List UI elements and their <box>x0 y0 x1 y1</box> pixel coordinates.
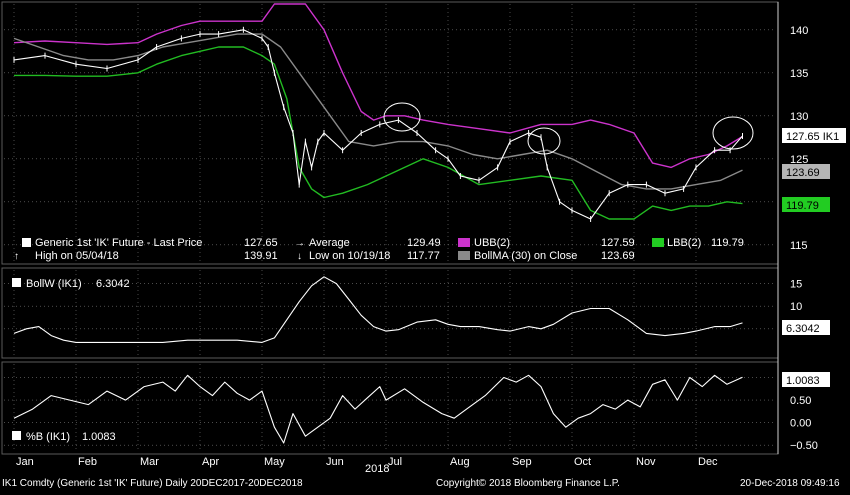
price-tags: 127.65 IK1 123.69 119.79 6.3042 1.0083 <box>782 128 846 387</box>
percent-b-legend: %B (IK1) 1.0083 <box>12 431 116 443</box>
legend-ubb-label: UBB(2) <box>474 237 510 249</box>
lbb-swatch <box>652 238 664 247</box>
last-price-tag: 127.65 IK1 <box>786 131 839 143</box>
x-tick-labels: Jan Feb Mar Apr May Jun Jul Aug Sep Oct Nov Dec <box>16 456 718 468</box>
legend-percent-b-label: %B (IK1) <box>26 431 70 443</box>
legend-lbb-label: LBB(2) <box>667 237 701 249</box>
data-lines <box>13 26 743 444</box>
legend-last-price-value: 127.65 <box>244 237 278 249</box>
legend-average-value: 129.49 <box>407 237 441 249</box>
last-price-swatch <box>22 238 31 247</box>
legend-percent-b-value: 1.0083 <box>82 431 116 443</box>
percent_b-y-tick: −0.50 <box>790 440 818 452</box>
price-panel-frame <box>1 1 779 265</box>
legend-bollma-label: BollMA (30) on Close <box>474 250 577 262</box>
highlight-circle-jul <box>383 102 421 132</box>
percent_b-y-tick: 0.00 <box>790 418 811 430</box>
footer-copyright: Copyright© 2018 Bloomberg Finance L.P. <box>436 478 620 489</box>
legend-lbb-value: 119.79 <box>711 237 744 249</box>
x-tick-sep: Sep <box>512 456 532 468</box>
price-y-tick: 140 <box>790 25 808 37</box>
x-tick-nov: Nov <box>636 456 656 468</box>
percent-b-tag-bg <box>782 372 830 387</box>
price-y-tick: 125 <box>790 154 808 166</box>
legend-average-label: Average <box>309 237 350 249</box>
high-marker-icon: ↑ <box>14 251 19 262</box>
bollinger-bands <box>13 3 743 220</box>
percent-b-panel-frame <box>1 361 779 455</box>
last-price-tag-bg <box>782 128 846 143</box>
panel-frames <box>1 1 779 455</box>
legend-bollma-value: 123.69 <box>601 250 635 262</box>
bollw-legend: BollW (IK1) 6.3042 <box>12 278 130 290</box>
gridlines <box>4 4 776 452</box>
x-tick-may: May <box>264 456 285 468</box>
series-line-bollma <box>13 33 743 190</box>
footer: IK1 Comdty (Generic 1st 'IK' Future) Dai… <box>2 478 840 489</box>
x-tick-mar: Mar <box>140 456 159 468</box>
x-tick-jul: Jul <box>388 456 402 468</box>
low-marker-icon: ↓ <box>297 251 302 262</box>
x-tick-aug: Aug <box>450 456 470 468</box>
footer-timestamp: 20-Dec-2018 09:49:16 <box>740 478 840 489</box>
lbb-tag-bg <box>782 197 830 212</box>
percent_b-y-tick: 0.50 <box>790 395 811 407</box>
x-tick-feb: Feb <box>78 456 97 468</box>
lbb-tag: 119.79 <box>786 200 819 212</box>
x-tick-oct: Oct <box>574 456 591 468</box>
ubb-swatch <box>458 238 470 247</box>
legend-high-value: 139.91 <box>244 250 278 262</box>
highlight-circles <box>383 102 754 155</box>
bollw-y-tick: 10 <box>790 301 802 313</box>
highlight-circle-dec <box>712 116 754 150</box>
x-tick-jan: Jan <box>16 456 34 468</box>
legend-high-label: High on 05/04/18 <box>35 250 119 262</box>
bollw-tag-bg <box>782 320 830 335</box>
x-tick-apr: Apr <box>202 456 219 468</box>
series-line-generic <box>13 29 743 220</box>
bollw-y-tick: 15 <box>790 279 802 291</box>
price-y-tick: 130 <box>790 111 808 123</box>
year-label: 2018 <box>365 463 389 475</box>
series-line-ubb2 <box>13 3 743 169</box>
x-tick-jun: Jun <box>326 456 344 468</box>
bollma-tag-bg <box>782 164 830 179</box>
series-line-%b <box>13 374 743 444</box>
x-tick-dec: Dec <box>698 456 718 468</box>
bollw-swatch <box>12 278 21 287</box>
y-tick-labels: 11512012513013514051015−0.500.000.501.00 <box>790 25 818 452</box>
legend-ubb-value: 127.59 <box>601 237 635 249</box>
legend-low-value: 117.77 <box>407 250 440 262</box>
bollma-tag: 123.69 <box>786 167 820 179</box>
price-y-tick: 115 <box>790 240 808 252</box>
percent-b-swatch <box>12 431 21 440</box>
average-marker-icon: → <box>295 238 305 249</box>
legend-bollw-label: BollW (IK1) <box>26 278 82 290</box>
highlight-circle-sep <box>527 127 561 155</box>
percent-b-tag: 1.0083 <box>786 375 820 387</box>
series-line-bollw <box>13 276 743 343</box>
series-line-lbb2 <box>14 46 743 220</box>
bollma-swatch <box>458 251 470 260</box>
price-y-tick: 135 <box>790 68 808 80</box>
bollw-tag: 6.3042 <box>786 323 820 335</box>
footer-ticker: IK1 Comdty (Generic 1st 'IK' Future) Dai… <box>2 478 303 489</box>
price-legend: Generic 1st 'IK' Future - Last Price 127… <box>14 237 744 262</box>
legend-low-label: Low on 10/19/18 <box>309 250 390 262</box>
legend-last-price-label: Generic 1st 'IK' Future - Last Price <box>35 237 202 249</box>
legend-bollw-value: 6.3042 <box>96 278 130 290</box>
